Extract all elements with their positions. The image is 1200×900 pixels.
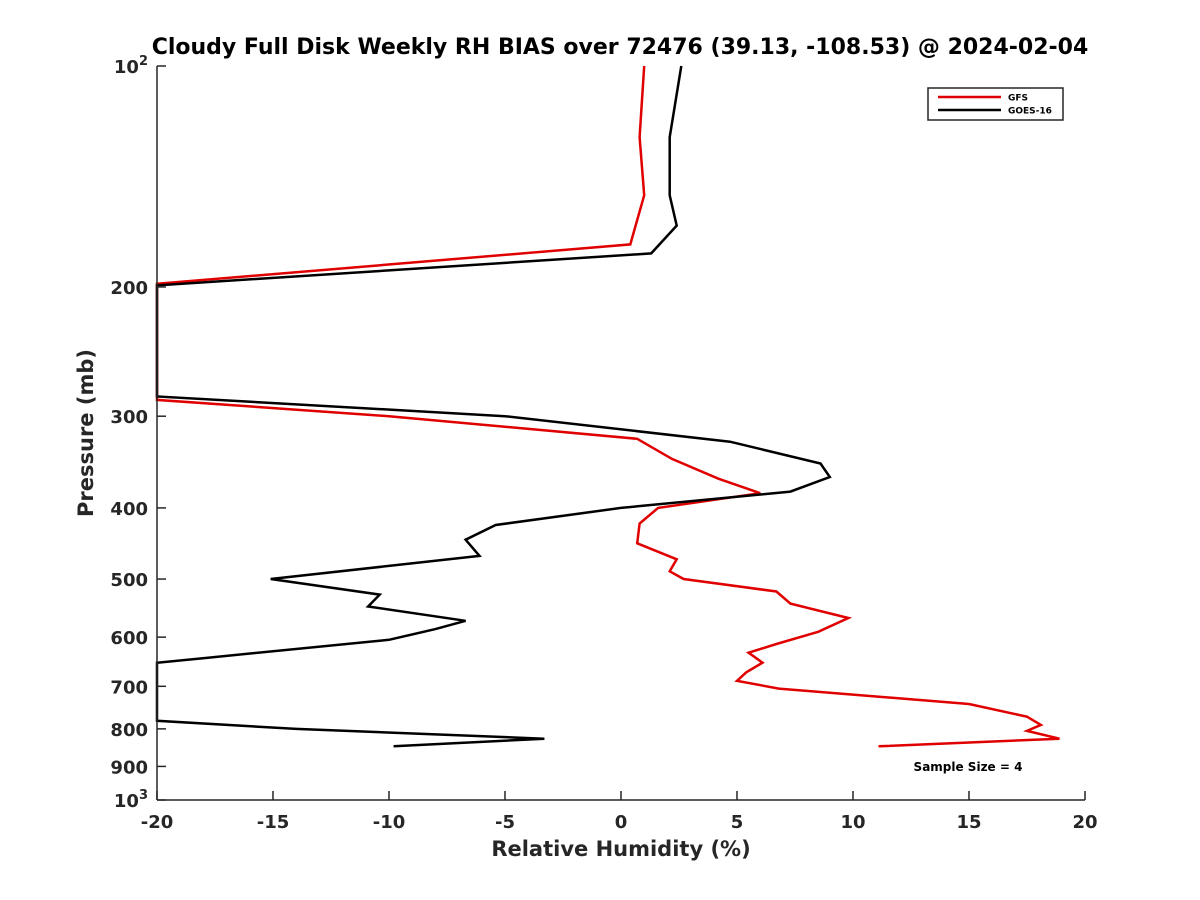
x-tick-label: 0 xyxy=(615,812,628,833)
x-tick-label: 20 xyxy=(1072,812,1097,833)
y-tick-label: 200 xyxy=(110,278,148,299)
x-tick-label: -15 xyxy=(257,812,290,833)
y-tick-label: 900 xyxy=(110,757,148,778)
series-line-gfs xyxy=(155,65,1060,748)
x-tick-label: -20 xyxy=(141,812,174,833)
series-line-goes-16 xyxy=(155,65,832,748)
legend-box xyxy=(927,87,1064,121)
series-layer xyxy=(155,65,1060,748)
y-tick-label: 400 xyxy=(110,499,148,520)
x-tick-label: -10 xyxy=(373,812,406,833)
y-tick-label: 500 xyxy=(110,570,148,591)
y-axis: 102 200 300 400 500 600 700 800 900 103 xyxy=(110,54,166,812)
y-tick-label: 300 xyxy=(110,407,148,428)
x-tick-label: 15 xyxy=(956,812,981,833)
y-tick-label: 800 xyxy=(110,720,148,741)
x-axis-label: Relative Humidity (%) xyxy=(491,837,750,861)
legend-entry-label: GFS xyxy=(1008,94,1028,104)
y-axis-label: Pressure (mb) xyxy=(74,349,98,517)
y-tick-label: 600 xyxy=(110,628,148,649)
y-tick-label: 700 xyxy=(110,677,148,698)
y-tick-label: 102 xyxy=(114,54,148,78)
legend-entry-label: GOES-16 xyxy=(1008,107,1052,117)
plot-background xyxy=(157,66,1085,800)
sample-size-annotation: Sample Size = 4 xyxy=(914,760,1023,774)
x-axis: -20 -15 -10 -5 0 5 10 15 20 xyxy=(141,791,1098,833)
chart-title: Cloudy Full Disk Weekly RH BIAS over 724… xyxy=(152,35,1089,60)
x-tick-label: 10 xyxy=(840,812,865,833)
x-tick-label: -5 xyxy=(495,812,515,833)
y-tick-label: 103 xyxy=(114,788,148,812)
legend: GFS GOES-16 xyxy=(927,87,1064,121)
x-tick-label: 5 xyxy=(731,812,744,833)
plot-area xyxy=(157,66,1085,800)
